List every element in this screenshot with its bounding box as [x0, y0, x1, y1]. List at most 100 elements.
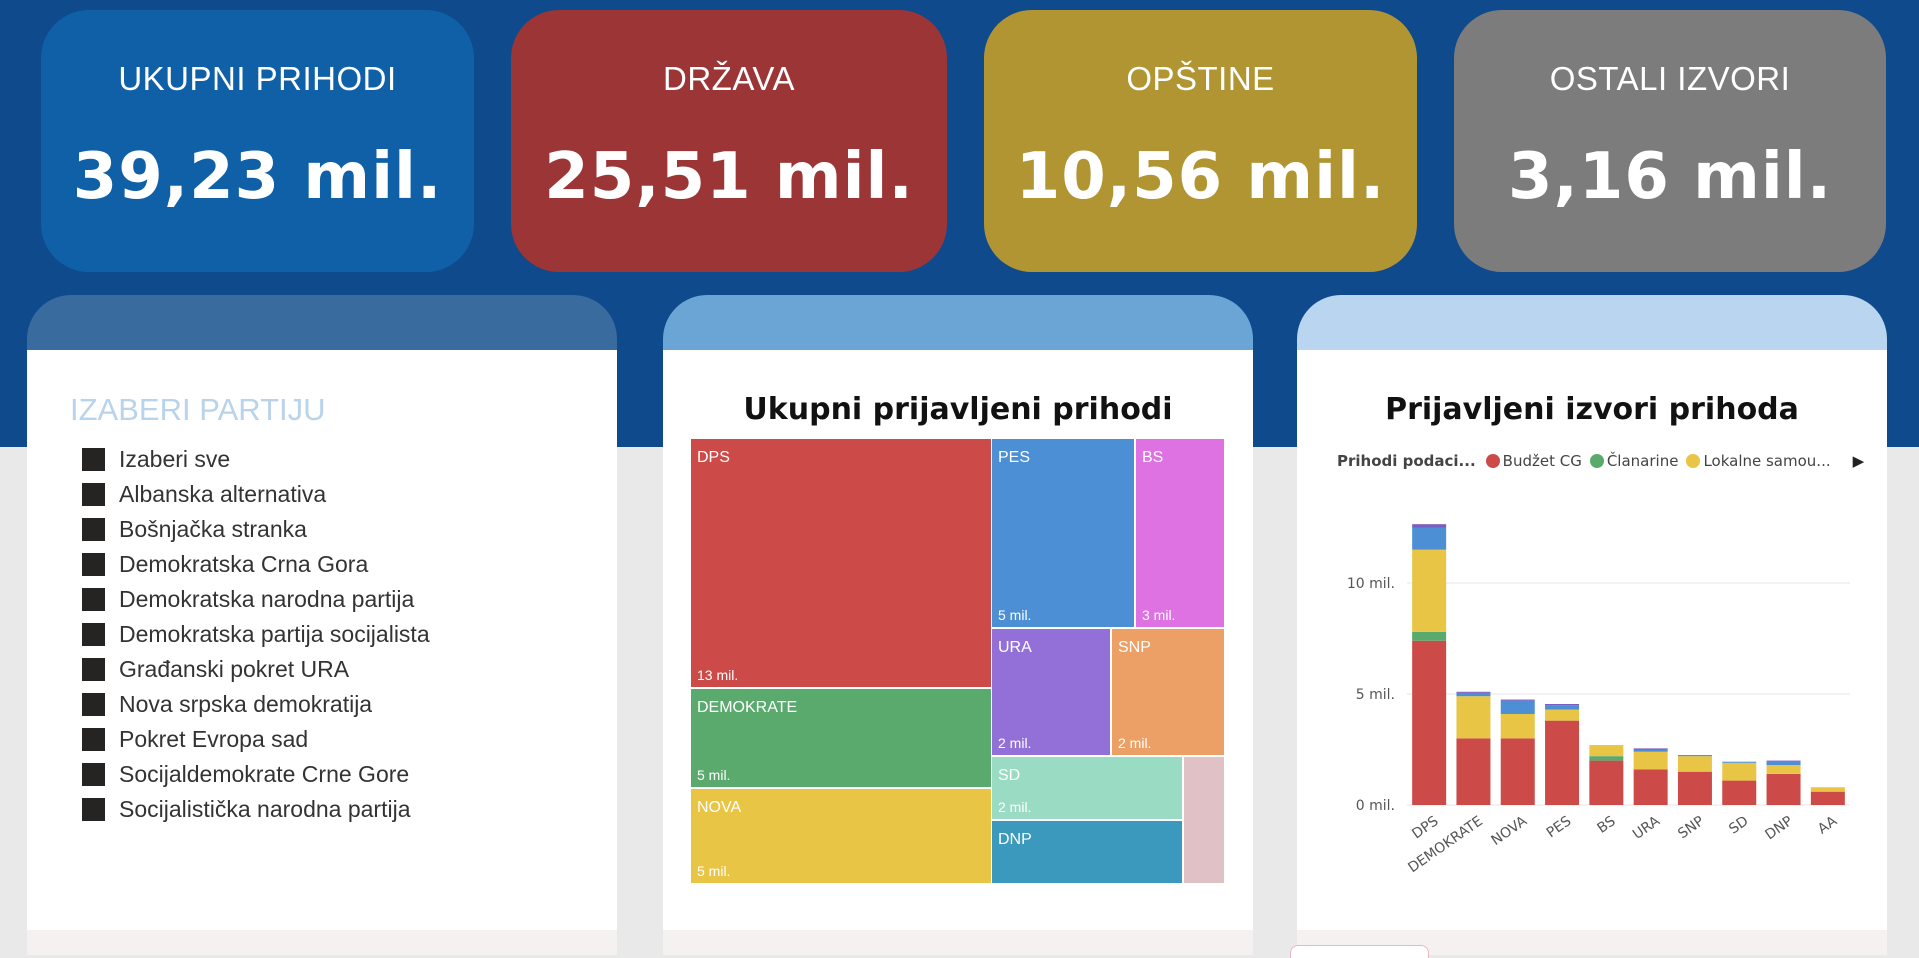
slicer-item[interactable]: Bošnjačka stranka	[82, 512, 430, 547]
slicer-title: IZABERI PARTIJU	[70, 392, 326, 427]
treemap-rect[interactable]	[1112, 629, 1224, 755]
treemap-rect[interactable]	[1136, 439, 1224, 627]
bar-segment[interactable]	[1589, 756, 1624, 761]
kpi-card-total: UKUPNI PRIHODI 39,23 mil.	[41, 10, 474, 272]
bar-segment[interactable]	[1633, 749, 1668, 752]
legend-item[interactable]: Lokalne samou...	[1703, 452, 1831, 470]
bar-segment[interactable]	[1456, 738, 1491, 805]
slicer-item[interactable]: Demokratska partija socijalista	[82, 617, 430, 652]
treemap-rect[interactable]	[691, 689, 991, 787]
bar-segment[interactable]	[1500, 700, 1535, 714]
treemap-rect[interactable]	[691, 439, 991, 687]
checkbox-icon[interactable]	[82, 623, 105, 646]
slicer-item-label: Demokratska Crna Gora	[119, 551, 369, 577]
bar-segment[interactable]	[1677, 771, 1712, 805]
treemap-label: PES	[998, 449, 1030, 466]
bar-segment[interactable]	[1810, 791, 1845, 805]
slicer-item-label: Albanska alternativa	[119, 481, 327, 507]
treemap-rect[interactable]	[992, 629, 1110, 755]
panel-body	[27, 350, 617, 930]
bar-segment[interactable]	[1766, 761, 1801, 766]
treemap-value-label: 5 mil.	[697, 863, 730, 879]
treemap-tile-snp[interactable]: SNP 2 mil.	[1112, 629, 1224, 755]
treemap-tile-pes[interactable]: PES 5 mil.	[992, 439, 1134, 627]
bottom-tab[interactable]	[1290, 945, 1429, 958]
bar-segment[interactable]	[1545, 705, 1580, 710]
bar-segment[interactable]	[1633, 769, 1668, 805]
slicer-item[interactable]: Pokret Evropa sad	[82, 722, 430, 757]
checkbox-icon[interactable]	[82, 518, 105, 541]
checkbox-icon[interactable]	[82, 483, 105, 506]
kpi-label: DRŽAVA	[663, 60, 795, 97]
slicer-item[interactable]: Albanska alternativa	[82, 477, 430, 512]
bar-segment[interactable]	[1766, 773, 1801, 805]
slicer-item[interactable]: Izaberi sve	[82, 442, 430, 477]
bar-segment[interactable]	[1633, 751, 1668, 770]
treemap-rect[interactable]	[992, 757, 1182, 819]
bar-segment[interactable]	[1412, 640, 1447, 805]
bar-segment[interactable]	[1722, 761, 1757, 763]
slicer-item[interactable]: Demokratska Crna Gora	[82, 547, 430, 582]
slicer-panel	[27, 295, 617, 955]
checkbox-icon[interactable]	[82, 728, 105, 751]
checkbox-icon[interactable]	[82, 448, 105, 471]
bar-segment[interactable]	[1766, 760, 1801, 762]
checkbox-icon[interactable]	[82, 588, 105, 611]
treemap-rect[interactable]	[1184, 757, 1224, 883]
legend-next-arrow-icon[interactable]: ▶	[1852, 452, 1865, 470]
bar-segment[interactable]	[1500, 738, 1535, 805]
bar-segment[interactable]	[1810, 787, 1845, 792]
checkbox-icon[interactable]	[82, 693, 105, 716]
slicer-item[interactable]: Nova srpska demokratija	[82, 687, 430, 722]
treemap-tile-bs[interactable]: BS 3 mil.	[1136, 439, 1224, 627]
treemap-label: BS	[1142, 449, 1163, 466]
bar-segment[interactable]	[1589, 745, 1624, 757]
treemap-rect[interactable]	[691, 789, 991, 883]
slicer-item[interactable]: Građanski pokret URA	[82, 652, 430, 687]
bar-segment[interactable]	[1412, 549, 1447, 632]
bar-segment[interactable]	[1677, 755, 1712, 757]
slicer-item[interactable]: Socijalistička narodna partija	[82, 792, 430, 827]
legend-item[interactable]: Budžet CG	[1502, 452, 1582, 470]
treemap-label: SNP	[1118, 639, 1151, 656]
bar-segment[interactable]	[1456, 696, 1491, 739]
checkbox-icon[interactable]	[82, 658, 105, 681]
checkbox-icon[interactable]	[82, 553, 105, 576]
checkbox-icon[interactable]	[82, 763, 105, 786]
bar-segment[interactable]	[1545, 709, 1580, 721]
slicer-item[interactable]: Demokratska narodna partija	[82, 582, 430, 617]
bar-segment[interactable]	[1500, 713, 1535, 739]
bar-segment[interactable]	[1456, 692, 1491, 697]
bar-segment[interactable]	[1545, 720, 1580, 805]
bar-segment[interactable]	[1412, 524, 1447, 528]
bar-segment[interactable]	[1722, 780, 1757, 805]
legend-item[interactable]: Članarine	[1606, 452, 1679, 470]
treemap-tile-nova[interactable]: NOVA 5 mil.	[691, 789, 991, 883]
bar-segment[interactable]	[1500, 699, 1535, 701]
bar-segment[interactable]	[1589, 760, 1624, 805]
treemap-tile-ura[interactable]: URA 2 mil.	[992, 629, 1110, 755]
treemap-rect[interactable]	[992, 439, 1134, 627]
bar-segment[interactable]	[1412, 527, 1447, 550]
bar-segment[interactable]	[1677, 756, 1712, 772]
bar-segment[interactable]	[1456, 691, 1491, 693]
treemap-value-label: 5 mil.	[697, 767, 730, 783]
bar-segment[interactable]	[1722, 762, 1757, 781]
treemap-label: DNP	[998, 831, 1032, 848]
treemap-rect[interactable]	[992, 821, 1182, 883]
bar-segment[interactable]	[1766, 765, 1801, 774]
bar-segment[interactable]	[1412, 631, 1447, 641]
treemap-label: DEMOKRATE	[697, 699, 797, 716]
panel-body	[1297, 350, 1887, 930]
slicer-item[interactable]: Socijaldemokrate Crne Gore	[82, 757, 430, 792]
treemap-tile-demokrate[interactable]: DEMOKRATE 5 mil.	[691, 689, 991, 787]
bar-segment[interactable]	[1545, 703, 1580, 706]
bar-segment[interactable]	[1633, 748, 1668, 750]
treemap-tile-sd[interactable]: SD 2 mil.	[992, 757, 1182, 819]
treemap-tile-dnp[interactable]: DNP	[992, 821, 1182, 883]
bar-panel	[1297, 295, 1887, 955]
treemap-tile-dps[interactable]: DPS 13 mil.	[691, 439, 991, 687]
treemap-tile-aa[interactable]	[1184, 757, 1224, 883]
checkbox-icon[interactable]	[82, 798, 105, 821]
